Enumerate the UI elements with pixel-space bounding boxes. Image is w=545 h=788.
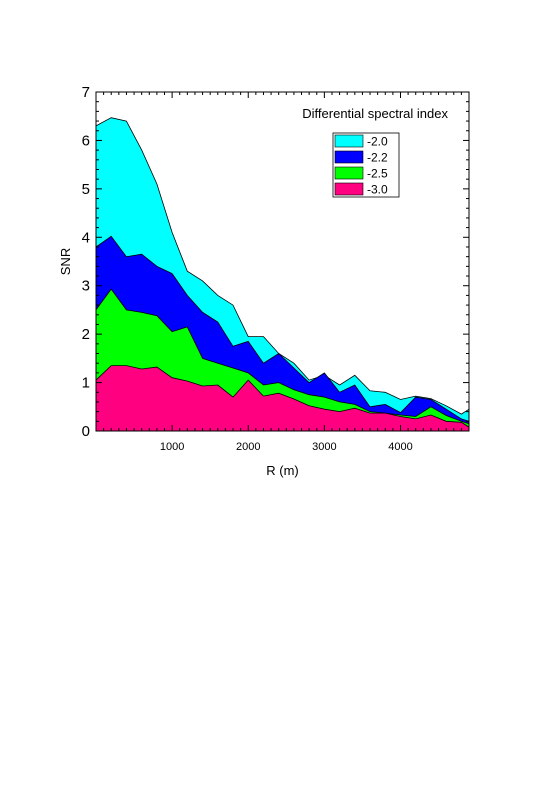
y-tick-label: 0 bbox=[82, 423, 90, 440]
y-axis-label: SNR bbox=[58, 248, 73, 275]
area-series-layer bbox=[95, 117, 470, 432]
legend-label--2.2: -2.2 bbox=[367, 151, 388, 165]
y-tick-label: 1 bbox=[82, 375, 90, 392]
legend-swatch--2.0 bbox=[334, 134, 364, 148]
y-tick-label: 4 bbox=[82, 229, 90, 246]
legend-label--3.0: -3.0 bbox=[367, 183, 388, 197]
x-axis-label: R (m) bbox=[266, 463, 299, 478]
legend-label--2.0: -2.0 bbox=[367, 135, 388, 149]
legend: -2.0 -2.2 -2.5 -3.0 bbox=[332, 132, 400, 198]
x-tick-label: 3000 bbox=[312, 441, 336, 453]
plot-frame bbox=[95, 91, 470, 432]
legend-swatch--2.5 bbox=[334, 166, 364, 180]
y-tick-label: 3 bbox=[82, 278, 90, 295]
y-tick-label: 7 bbox=[82, 84, 90, 101]
y-tick-label: 6 bbox=[82, 132, 90, 149]
x-tick-label: 1000 bbox=[160, 441, 184, 453]
legend-swatch--3.0 bbox=[334, 182, 364, 196]
legend-swatch--2.2 bbox=[334, 150, 364, 164]
x-tick-label: 4000 bbox=[388, 441, 412, 453]
x-tick-label: 2000 bbox=[236, 441, 260, 453]
axis-tick-labels: 1000 2000 3000 4000 0 1 2 3 4 5 6 7 bbox=[82, 84, 413, 453]
y-tick-label: 5 bbox=[82, 181, 90, 198]
legend-title: Differential spectral index bbox=[302, 106, 448, 121]
y-tick-label: 2 bbox=[82, 326, 90, 343]
axis-ticks bbox=[96, 92, 469, 431]
legend-label--2.5: -2.5 bbox=[367, 167, 388, 181]
area-series--3.0 bbox=[95, 365, 470, 432]
